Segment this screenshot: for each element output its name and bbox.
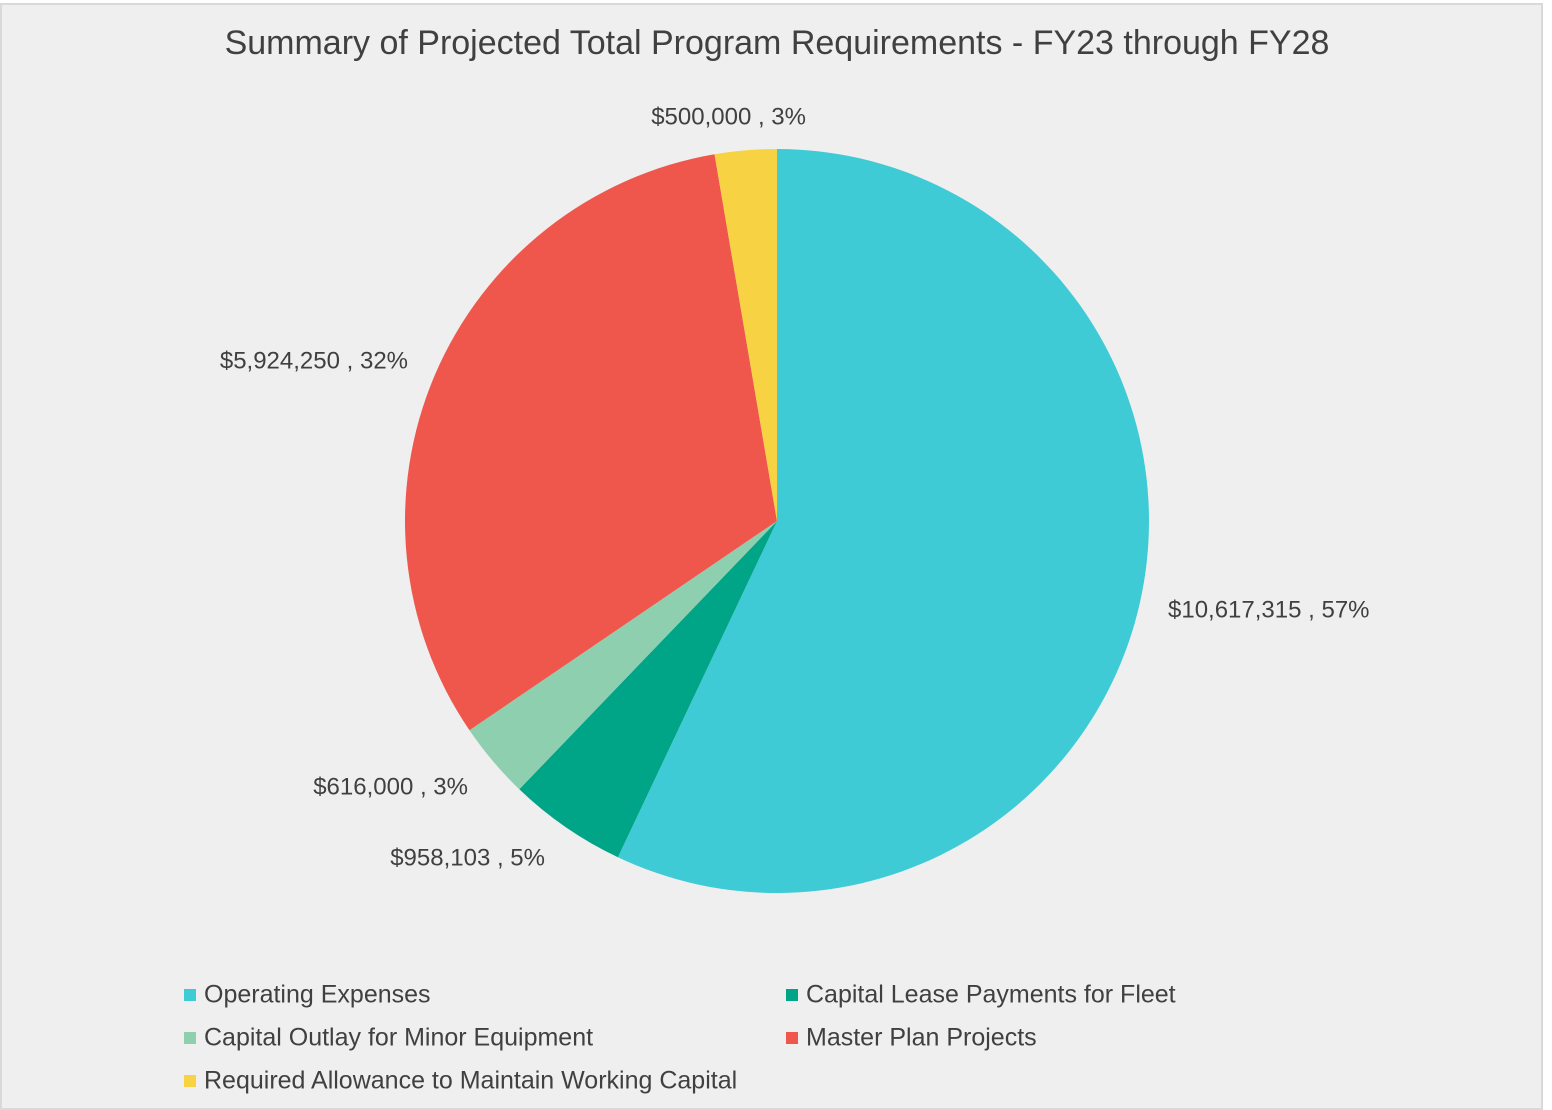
- data-label: $616,000 , 3%: [313, 773, 468, 800]
- legend-swatch: [184, 989, 196, 1001]
- legend-swatch: [786, 989, 798, 1001]
- data-label: $5,924,250 , 32%: [220, 347, 408, 374]
- pie-slice: [714, 149, 777, 521]
- data-label: $958,103 , 5%: [390, 844, 545, 871]
- pie-slice: [519, 521, 777, 858]
- legend-swatch: [184, 1032, 196, 1044]
- legend-label: Master Plan Projects: [806, 1024, 1037, 1052]
- legend-label: Capital Outlay for Minor Equipment: [204, 1024, 593, 1052]
- pie-slice: [469, 521, 777, 790]
- legend-swatch: [184, 1075, 196, 1087]
- data-label: $10,617,315 , 57%: [1168, 596, 1370, 623]
- pie-slice: [405, 154, 777, 731]
- legend-swatch: [786, 1032, 798, 1044]
- legend-label: Operating Expenses: [204, 981, 431, 1009]
- chart-title: Summary of Projected Total Program Requi…: [225, 24, 1330, 62]
- pie-slice: [617, 149, 1149, 894]
- legend-label: Capital Lease Payments for Fleet: [806, 981, 1176, 1009]
- data-label: $500,000 , 3%: [651, 103, 806, 130]
- legend-label: Required Allowance to Maintain Working C…: [204, 1067, 737, 1095]
